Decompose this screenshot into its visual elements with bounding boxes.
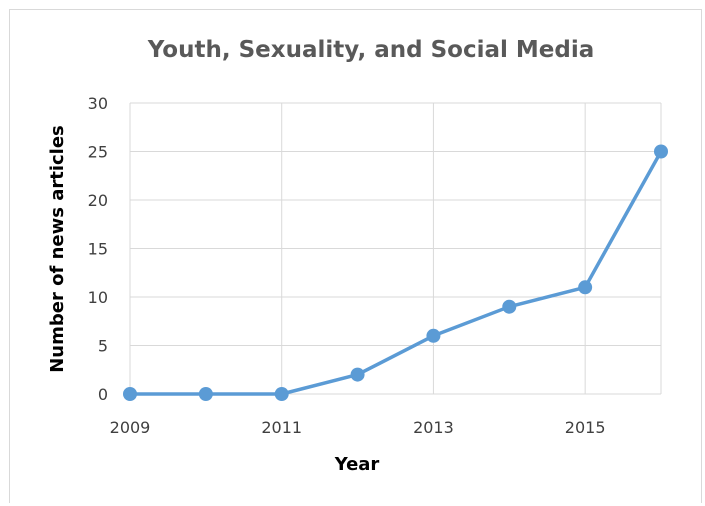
x-tick-label: 2015 [565,418,606,437]
y-tick-label: 20 [88,191,108,210]
series-group [123,144,668,401]
y-tick-label: 10 [88,288,108,307]
y-axis-ticks: 0 5 10 15 20 25 30 [88,94,108,404]
data-point [426,328,441,343]
y-tick-label: 5 [98,337,108,356]
data-point [502,299,517,314]
y-tick-label: 0 [98,385,108,404]
data-point [654,144,668,159]
x-axis-ticks: 2009 2011 2013 2015 [110,418,606,437]
data-point [274,387,289,401]
chart-title: Youth, Sexuality, and Social Media [147,37,594,63]
chart-frame [9,9,702,503]
y-tick-label: 15 [88,240,108,259]
y-axis-title: Number of news articles [47,125,68,373]
x-tick-label: 2009 [110,418,151,437]
data-point [350,367,365,382]
data-point [578,280,593,295]
x-axis-title: Year [334,454,380,475]
gridlines [129,102,662,395]
x-tick-label: 2011 [261,418,302,437]
series-line [128,149,663,396]
data-point [198,387,213,401]
y-tick-label: 25 [88,143,108,162]
y-tick-label: 30 [88,94,108,113]
data-point [123,387,137,401]
x-tick-label: 2013 [413,418,454,437]
